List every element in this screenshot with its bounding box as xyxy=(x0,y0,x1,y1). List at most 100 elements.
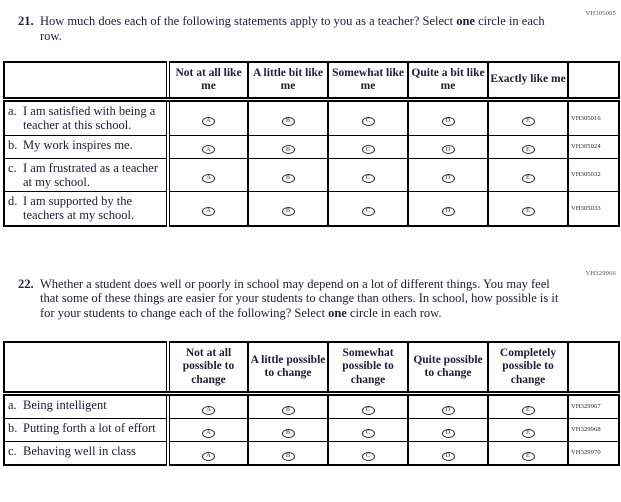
table2-header-a-little-possible: A little possible to change xyxy=(247,341,329,396)
statement-cell: c. I am frustrated as a teacher at my sc… xyxy=(3,157,170,193)
question-21-text-prefix: How much does each of the following stat… xyxy=(40,14,457,28)
row-letter: b. xyxy=(8,137,18,152)
answer-circle-b[interactable]: B xyxy=(281,428,295,438)
table2-header-quite-possible: Quite possible to change xyxy=(407,341,489,396)
row-statement: My work inspires me. xyxy=(23,137,133,152)
answer-cell: A xyxy=(167,440,249,466)
table1-row-d: d. I am supported by the teachers at my … xyxy=(3,191,620,227)
answer-cell: D xyxy=(407,417,489,442)
question-21-text-suffix: circle in each row. xyxy=(40,14,545,43)
answer-circle-a[interactable]: A xyxy=(202,428,215,438)
answer-circle-d[interactable]: D xyxy=(441,173,455,183)
answer-cell: D xyxy=(407,99,489,136)
answer-circle-e[interactable]: E xyxy=(521,451,535,461)
row-letter: b. xyxy=(8,420,18,435)
table1-header-code-cell xyxy=(567,60,620,103)
answer-cell: E xyxy=(487,191,569,227)
answer-circle-d[interactable]: D xyxy=(441,117,455,127)
row-letter: c. xyxy=(8,160,17,175)
statement-cell: d. I am supported by the teachers at my … xyxy=(3,191,170,227)
table1-header-row: Not at all like me A little bit like me … xyxy=(3,60,620,103)
answer-circle-e[interactable]: E xyxy=(521,405,535,415)
answer-cell: A xyxy=(167,417,249,442)
answer-circle-c[interactable]: C xyxy=(361,207,375,217)
table2-header-code-cell xyxy=(567,341,620,396)
answer-circle-a[interactable]: A xyxy=(202,451,215,461)
answer-cell: C xyxy=(327,157,409,193)
answer-circle-e[interactable]: E xyxy=(521,207,535,217)
answer-cell: C xyxy=(327,99,409,136)
table2-header-not-at-all-possible: Not at all possible to change xyxy=(167,341,249,396)
answer-circle-d[interactable]: D xyxy=(441,207,455,217)
answer-circle-a[interactable]: A xyxy=(202,173,215,183)
item-code: VH329970 xyxy=(567,440,620,466)
answer-circle-c[interactable]: C xyxy=(361,405,375,415)
question-21-text: How much does each of the following stat… xyxy=(40,14,552,44)
answer-cell: D xyxy=(407,440,489,466)
answer-cell: B xyxy=(247,191,329,227)
table2-row-a: a. Being intelligent A B C D E VH329967 xyxy=(3,392,620,419)
answer-circle-a[interactable]: A xyxy=(202,117,215,127)
question-21: 21. How much does each of the following … xyxy=(18,14,621,44)
answer-cell: D xyxy=(407,134,489,159)
question-22-text-bold: one xyxy=(328,306,347,321)
answer-circle-e[interactable]: E xyxy=(521,145,535,155)
answer-circle-c[interactable]: C xyxy=(361,428,375,438)
row-statement: I am supported by the teachers at my sch… xyxy=(23,194,135,223)
row-statement: Being intelligent xyxy=(23,397,107,412)
answer-circle-b[interactable]: B xyxy=(281,173,295,183)
answer-cell: B xyxy=(247,417,329,442)
question-21-table: Not at all like me A little bit like me … xyxy=(3,60,620,227)
row-letter: c. xyxy=(8,443,17,458)
item-code: VH305032 xyxy=(567,157,620,193)
answer-circle-a[interactable]: A xyxy=(202,207,215,217)
table2-header-empty-cell xyxy=(3,341,170,396)
row-statement: I am frustrated as a teacher at my schoo… xyxy=(23,160,158,189)
answer-circle-d[interactable]: D xyxy=(441,451,455,461)
answer-circle-c[interactable]: C xyxy=(361,173,375,183)
table2-header-completely-possible: Completely possible to change xyxy=(487,341,569,396)
answer-cell: C xyxy=(327,417,409,442)
question-22: 22. Whether a student does well or poorl… xyxy=(18,277,621,321)
row-statement: Behaving well in class xyxy=(23,443,136,458)
answer-circle-d[interactable]: D xyxy=(441,428,455,438)
table2-header-somewhat-possible: Somewhat possible to change xyxy=(327,341,409,396)
answer-cell: E xyxy=(487,417,569,442)
answer-cell: B xyxy=(247,392,329,419)
row-letter: d. xyxy=(8,194,18,209)
answer-circle-e[interactable]: E xyxy=(521,117,535,127)
table1-header-quite-a-bit: Quite a bit like me xyxy=(407,60,489,103)
answer-cell: C xyxy=(327,134,409,159)
answer-circle-a[interactable]: A xyxy=(202,405,215,415)
item-code: VH305033 xyxy=(567,191,620,227)
item-code: VH329968 xyxy=(567,417,620,442)
table1-header-somewhat: Somewhat like me xyxy=(327,60,409,103)
question-22-accession-code: VH329966 xyxy=(585,269,616,277)
question-22-table: Not at all possible to change A little p… xyxy=(3,340,620,466)
item-code: VH329967 xyxy=(567,392,620,419)
table2-header-row: Not at all possible to change A little p… xyxy=(3,341,620,396)
answer-circle-d[interactable]: D xyxy=(441,145,455,155)
answer-circle-d[interactable]: D xyxy=(441,405,455,415)
answer-circle-e[interactable]: E xyxy=(521,428,535,438)
answer-cell: D xyxy=(407,392,489,419)
answer-circle-c[interactable]: C xyxy=(361,451,375,461)
answer-circle-b[interactable]: B xyxy=(281,405,295,415)
answer-circle-b[interactable]: B xyxy=(281,207,295,217)
answer-circle-e[interactable]: E xyxy=(521,173,535,183)
answer-circle-b[interactable]: B xyxy=(281,145,295,155)
answer-circle-a[interactable]: A xyxy=(202,145,215,155)
table1-header-empty-cell xyxy=(3,60,170,103)
answer-circle-c[interactable]: C xyxy=(361,145,375,155)
answer-circle-b[interactable]: B xyxy=(281,117,295,127)
statement-cell: a. I am satisfied with being a teacher a… xyxy=(3,99,170,136)
row-letter: a. xyxy=(8,104,17,119)
answer-circle-b[interactable]: B xyxy=(281,451,295,461)
answer-cell: B xyxy=(247,440,329,466)
table1-row-c: c. I am frustrated as a teacher at my sc… xyxy=(3,157,620,193)
table1-row-b: b. My work inspires me. A B C D E VH3050… xyxy=(3,134,620,159)
answer-circle-c[interactable]: C xyxy=(361,117,375,127)
answer-cell: A xyxy=(167,99,249,136)
table2-row-c: c. Behaving well in class A B C D E VH32… xyxy=(3,440,620,466)
